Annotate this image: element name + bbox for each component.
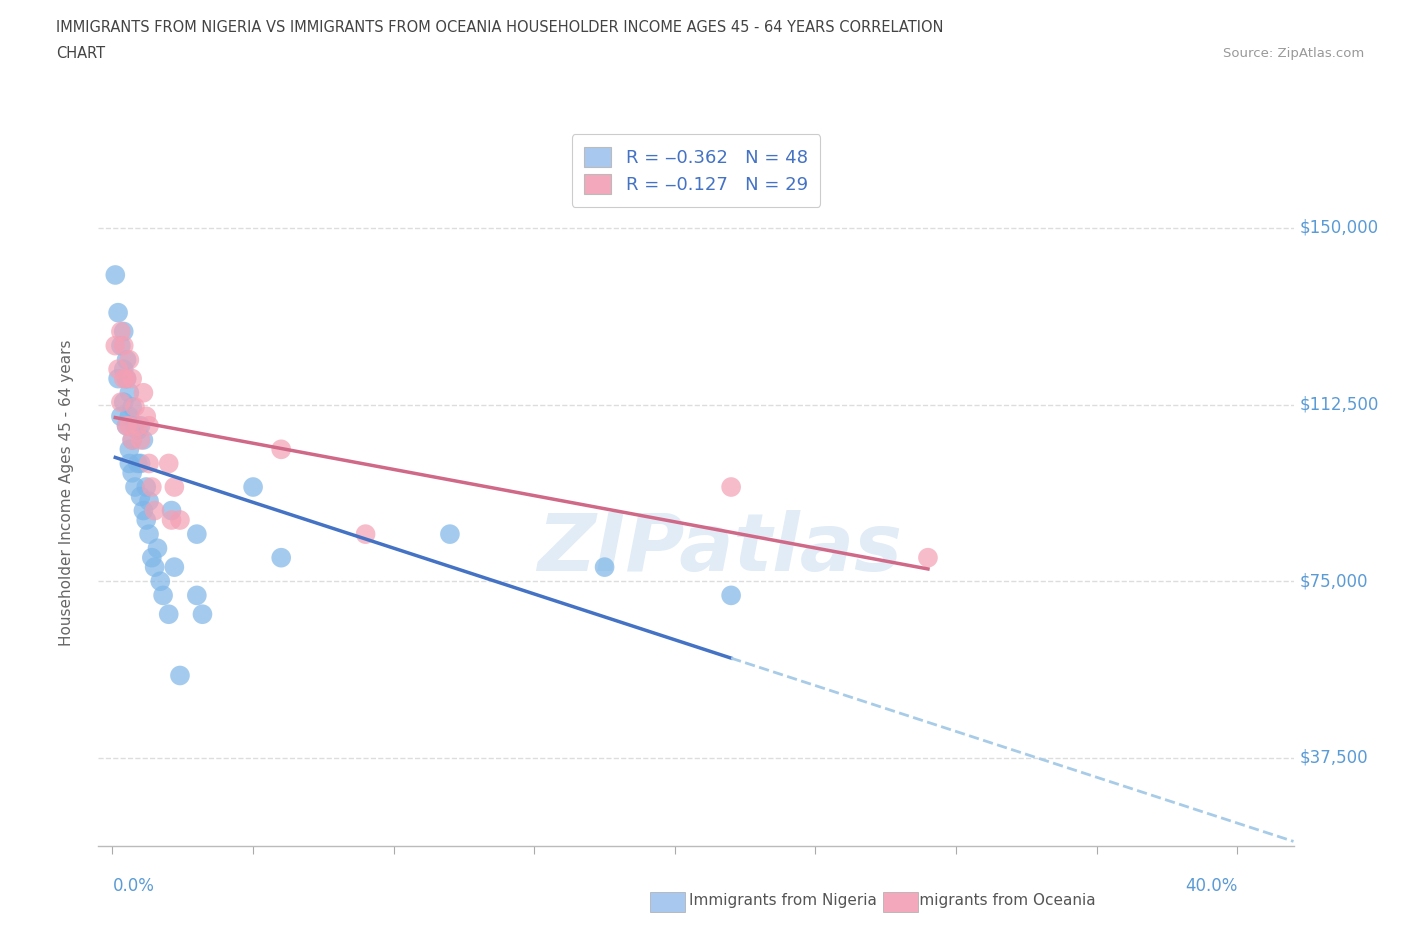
Point <box>129 432 152 447</box>
Point <box>163 560 186 575</box>
Point <box>127 423 149 438</box>
Point <box>110 409 132 424</box>
Point <box>118 352 141 367</box>
Point <box>112 394 135 409</box>
Text: ZIPatlas: ZIPatlas <box>537 511 903 589</box>
Point <box>121 371 143 386</box>
Point <box>141 551 163 565</box>
Point <box>107 362 129 377</box>
Point <box>132 385 155 400</box>
Point <box>354 526 377 541</box>
Point <box>115 418 138 433</box>
Point <box>124 480 146 495</box>
Point <box>169 668 191 683</box>
Text: $112,500: $112,500 <box>1299 395 1379 414</box>
Point <box>593 560 616 575</box>
Point <box>160 512 183 527</box>
Point <box>157 456 180 471</box>
Text: $75,000: $75,000 <box>1299 572 1368 591</box>
Text: IMMIGRANTS FROM NIGERIA VS IMMIGRANTS FROM OCEANIA HOUSEHOLDER INCOME AGES 45 - : IMMIGRANTS FROM NIGERIA VS IMMIGRANTS FR… <box>56 20 943 35</box>
Point <box>138 418 160 433</box>
Point <box>112 371 135 386</box>
Point <box>157 606 180 621</box>
Text: $37,500: $37,500 <box>1299 749 1368 767</box>
Point <box>143 503 166 518</box>
Text: 0.0%: 0.0% <box>112 877 155 895</box>
Point <box>118 409 141 424</box>
Text: Immigrants from Nigeria: Immigrants from Nigeria <box>689 893 877 908</box>
Text: $150,000: $150,000 <box>1299 219 1379 237</box>
Point <box>270 551 292 565</box>
Legend: R = ‒0.362   N = 48, R = ‒0.127   N = 29: R = ‒0.362 N = 48, R = ‒0.127 N = 29 <box>571 135 821 206</box>
Point <box>439 526 461 541</box>
Point <box>138 526 160 541</box>
Point <box>152 588 174 603</box>
Point <box>115 418 138 433</box>
Point <box>138 494 160 509</box>
Point <box>138 456 160 471</box>
Point <box>720 588 742 603</box>
Point <box>110 339 132 353</box>
Point <box>132 503 155 518</box>
Text: 40.0%: 40.0% <box>1185 877 1237 895</box>
Point <box>118 442 141 457</box>
Point <box>135 409 157 424</box>
Point <box>121 400 143 415</box>
Point <box>107 371 129 386</box>
Point <box>242 480 264 495</box>
Point <box>110 394 132 409</box>
Point <box>135 512 157 527</box>
Point <box>146 541 169 556</box>
Point <box>112 324 135 339</box>
Point <box>124 400 146 415</box>
Point <box>104 339 127 353</box>
Point <box>121 432 143 447</box>
Point <box>104 268 127 283</box>
Point <box>121 465 143 480</box>
Point <box>115 352 138 367</box>
Point <box>115 371 138 386</box>
Point <box>129 489 152 504</box>
Y-axis label: Householder Income Ages 45 - 64 years: Householder Income Ages 45 - 64 years <box>59 339 75 646</box>
Point <box>141 480 163 495</box>
Text: CHART: CHART <box>56 46 105 61</box>
Point <box>270 442 292 457</box>
Point <box>163 480 186 495</box>
Point <box>186 526 208 541</box>
Point <box>917 551 939 565</box>
Text: Source: ZipAtlas.com: Source: ZipAtlas.com <box>1223 46 1364 60</box>
Point <box>118 456 141 471</box>
Point <box>118 418 141 433</box>
Point <box>112 362 135 377</box>
Point <box>127 418 149 433</box>
Point <box>115 371 138 386</box>
Point <box>127 456 149 471</box>
Point <box>169 512 191 527</box>
Point <box>118 385 141 400</box>
Point <box>186 588 208 603</box>
Point <box>720 480 742 495</box>
Point <box>143 560 166 575</box>
Point <box>110 324 132 339</box>
Text: Immigrants from Oceania: Immigrants from Oceania <box>900 893 1095 908</box>
Point <box>107 305 129 320</box>
Point <box>124 418 146 433</box>
Point <box>129 418 152 433</box>
Point <box>149 574 172 589</box>
Point <box>129 456 152 471</box>
Point <box>112 339 135 353</box>
Point <box>191 606 214 621</box>
Point <box>160 503 183 518</box>
Point <box>121 432 143 447</box>
Point <box>132 432 155 447</box>
Point <box>135 480 157 495</box>
